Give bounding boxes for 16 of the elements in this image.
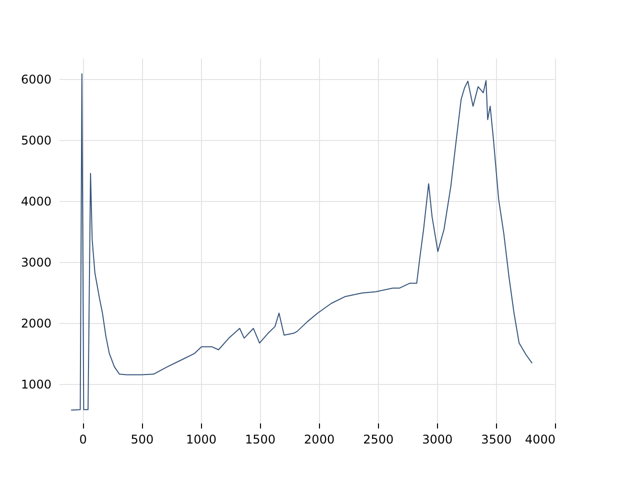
x-tick-label: 4000 [524,432,556,446]
x-tick-label: 500 [130,432,154,446]
x-tick-label: 0 [79,432,87,446]
line-series [70,73,533,411]
y-tick-label: 2000 [20,316,52,330]
x-tick-label: 3000 [422,432,453,446]
x-tick-label: 2000 [304,432,335,446]
x-tick-label: 3500 [481,432,512,446]
y-tick-label: 4000 [20,194,52,208]
x-tick-label: 1000 [186,432,216,446]
y-tick-label: 6000 [20,72,52,86]
x-tick-label: 2500 [363,432,394,446]
y-tick-label: 5000 [20,133,52,148]
y-tick-label: 1000 [20,377,52,392]
y-tick-label: 3000 [20,255,52,270]
x-tick-label: 1500 [244,432,276,446]
